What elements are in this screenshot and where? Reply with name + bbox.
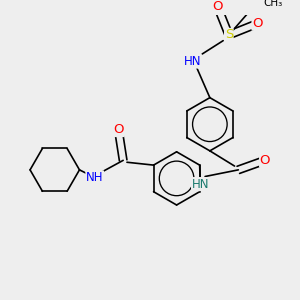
Text: S: S [225, 28, 233, 41]
Text: O: O [212, 0, 223, 13]
Text: NH: NH [86, 171, 104, 184]
Text: CH₃: CH₃ [263, 0, 282, 8]
Text: O: O [113, 124, 124, 136]
Text: O: O [260, 154, 270, 167]
Text: O: O [252, 17, 262, 30]
Text: HN: HN [192, 178, 209, 190]
Text: HN: HN [184, 55, 202, 68]
